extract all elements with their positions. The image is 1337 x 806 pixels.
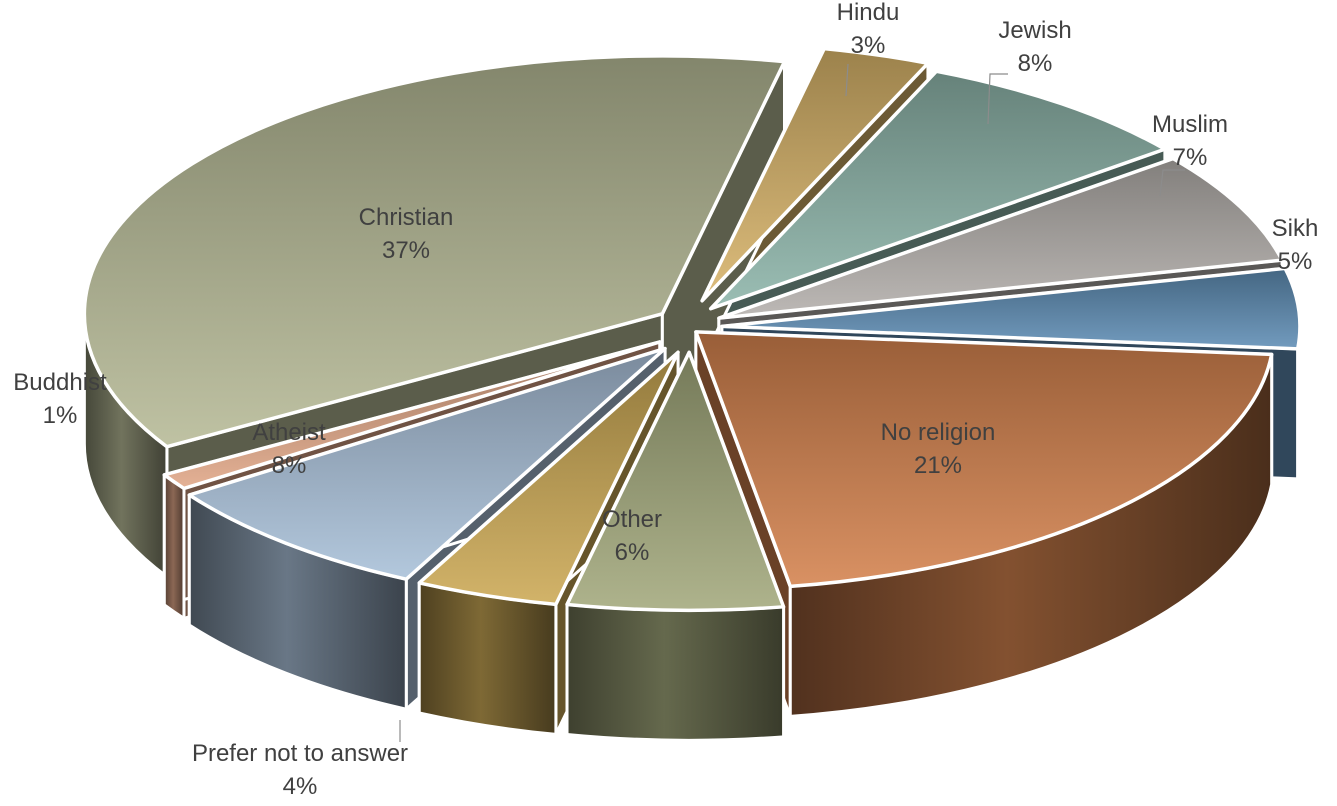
- slice-label-no-religion: No religion: [881, 419, 996, 446]
- slice-jewish: [708, 69, 1167, 311]
- slice-value-other: 6%: [615, 539, 650, 566]
- slice-value-buddhist: 1%: [43, 402, 78, 429]
- leader-line-muslim: [1159, 169, 1185, 197]
- slice-value-hindu: 3%: [851, 32, 886, 59]
- slice-value-prefer-not-to-answer: 4%: [283, 773, 318, 800]
- slice-atheist: [187, 346, 667, 581]
- slice-sikh: [720, 266, 1302, 351]
- pie-top-faces: [82, 46, 1302, 613]
- slice-label-other: Other: [602, 506, 662, 533]
- slice-value-sikh: 5%: [1278, 248, 1313, 275]
- slice-buddhist: [162, 340, 662, 491]
- slice-no-religion: [694, 330, 1274, 589]
- slice-label-prefer-not-to-answer: Prefer not to answer: [192, 740, 408, 767]
- slice-value-jewish: 8%: [1018, 50, 1053, 77]
- slice-label-buddhist: Buddhist: [13, 369, 107, 396]
- slice-muslim: [717, 156, 1284, 320]
- slice-label-atheist: Atheist: [252, 419, 326, 446]
- slice-hindu: [700, 46, 930, 303]
- slice-label-muslim: Muslim: [1152, 111, 1228, 138]
- label-leader-lines: [399, 63, 1185, 742]
- leader-line-jewish: [987, 73, 1008, 125]
- slice-value-no-religion: 21%: [914, 452, 962, 479]
- slice-value-atheist: 8%: [272, 452, 307, 479]
- slice-value-christian: 37%: [382, 237, 430, 264]
- slice-value-muslim: 7%: [1173, 144, 1208, 171]
- leader-line-hindu: [845, 63, 849, 97]
- slice-label-sikh: Sikh: [1272, 215, 1319, 242]
- pie-labels: No religion 21% Other 6% Prefer not to answe…: [13, 0, 1318, 800]
- slice-prefer-not-to-answer: [417, 350, 680, 607]
- slice-christian: [82, 54, 787, 449]
- slice-label-jewish: Jewish: [998, 17, 1071, 44]
- slice-label-christian: Christian: [359, 204, 454, 231]
- slice-other: [565, 350, 786, 613]
- slice-label-hindu: Hindu: [837, 0, 900, 26]
